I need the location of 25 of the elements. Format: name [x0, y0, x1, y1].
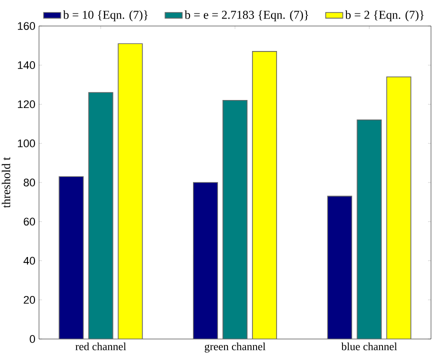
bar — [88, 92, 114, 339]
bar — [386, 76, 412, 339]
y-tick-label: 20 — [24, 296, 36, 304]
bar — [192, 182, 218, 339]
x-tick-label: red channel — [75, 342, 126, 350]
y-tick-label: 120 — [18, 100, 36, 108]
y-tick-label: 80 — [24, 178, 36, 186]
y-tick-label: 60 — [24, 218, 36, 226]
legend-label: b = 10 {Eqn. (7)} — [63, 10, 148, 22]
bar — [327, 196, 352, 339]
y-tick-label: 40 — [23, 256, 36, 265]
x-tick-label: green channel — [204, 342, 266, 353]
y-tick-label: 140 — [18, 61, 36, 70]
bar — [356, 120, 382, 339]
y-tick-label: 100 — [18, 139, 36, 148]
bar — [252, 51, 278, 339]
y-tick-label: 0 — [30, 335, 36, 343]
x-tick-label: blue channel — [341, 342, 397, 350]
bar — [118, 43, 143, 339]
bar — [58, 176, 84, 339]
y-axis-title: threshold t — [2, 157, 10, 208]
legend-label: b = 2 {Eqn. (7)} — [345, 10, 424, 22]
bar — [222, 100, 248, 339]
y-tick-label: 160 — [18, 22, 36, 30]
legend-label: b = e = 2.7183 {Eqn. (7)} — [184, 10, 308, 22]
